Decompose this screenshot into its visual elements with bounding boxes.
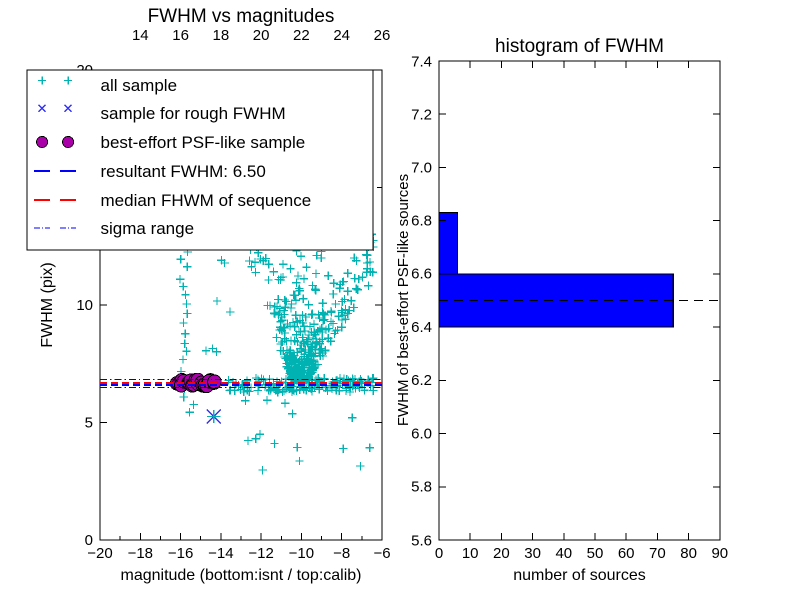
svg-text:10: 10 xyxy=(462,545,479,562)
svg-text:−18: −18 xyxy=(128,545,153,562)
svg-text:20: 20 xyxy=(493,545,510,562)
svg-text:50: 50 xyxy=(587,545,604,562)
svg-text:all sample: all sample xyxy=(101,76,178,95)
svg-text:FWHM (pix): FWHM (pix) xyxy=(39,262,56,347)
svg-text:14: 14 xyxy=(132,27,149,44)
svg-text:60: 60 xyxy=(618,545,635,562)
svg-text:6.8: 6.8 xyxy=(411,213,432,230)
svg-text:−14: −14 xyxy=(208,545,233,562)
svg-text:26: 26 xyxy=(374,27,391,44)
svg-text:5.8: 5.8 xyxy=(411,479,432,496)
svg-text:sample for rough FWHM: sample for rough FWHM xyxy=(101,104,286,123)
svg-text:FWHM vs magnitudes: FWHM vs magnitudes xyxy=(148,6,335,27)
svg-text:6.0: 6.0 xyxy=(411,426,432,443)
svg-text:90: 90 xyxy=(711,545,728,562)
svg-text:80: 80 xyxy=(680,545,697,562)
svg-text:70: 70 xyxy=(649,545,666,562)
svg-text:40: 40 xyxy=(555,545,572,562)
svg-text:−12: −12 xyxy=(248,545,273,562)
svg-text:0: 0 xyxy=(85,532,93,549)
svg-text:histogram of FWHM: histogram of FWHM xyxy=(495,36,664,57)
svg-text:resultant FWHM: 6.50: resultant FWHM: 6.50 xyxy=(101,162,266,181)
svg-text:30: 30 xyxy=(524,545,541,562)
svg-text:7.2: 7.2 xyxy=(411,107,432,124)
svg-text:sigma range: sigma range xyxy=(101,219,195,238)
svg-text:7.0: 7.0 xyxy=(411,160,432,177)
svg-text:24: 24 xyxy=(333,27,350,44)
svg-text:16: 16 xyxy=(172,27,189,44)
svg-text:7.4: 7.4 xyxy=(411,54,432,71)
svg-text:number of sources: number of sources xyxy=(513,567,646,584)
svg-text:best-effort PSF-like sample: best-effort PSF-like sample xyxy=(101,133,306,152)
svg-text:6.2: 6.2 xyxy=(411,372,432,389)
svg-text:6.6: 6.6 xyxy=(411,266,432,283)
svg-text:18: 18 xyxy=(213,27,230,44)
svg-text:20: 20 xyxy=(253,27,270,44)
svg-text:−16: −16 xyxy=(168,545,193,562)
svg-text:6.4: 6.4 xyxy=(411,319,432,336)
svg-text:0: 0 xyxy=(435,545,443,562)
svg-text:5.6: 5.6 xyxy=(411,533,432,550)
svg-text:10: 10 xyxy=(76,297,93,314)
svg-text:−8: −8 xyxy=(333,545,350,562)
svg-text:−6: −6 xyxy=(373,545,390,562)
svg-text:−10: −10 xyxy=(289,545,314,562)
svg-text:22: 22 xyxy=(293,27,310,44)
svg-text:FWHM of best-effort PSF-like s: FWHM of best-effort PSF-like sources xyxy=(395,174,412,426)
svg-text:magnitude (bottom:isnt / top:c: magnitude (bottom:isnt / top:calib) xyxy=(120,567,361,584)
svg-text:5: 5 xyxy=(85,415,93,432)
svg-text:median FHWM of sequence: median FHWM of sequence xyxy=(101,191,312,210)
